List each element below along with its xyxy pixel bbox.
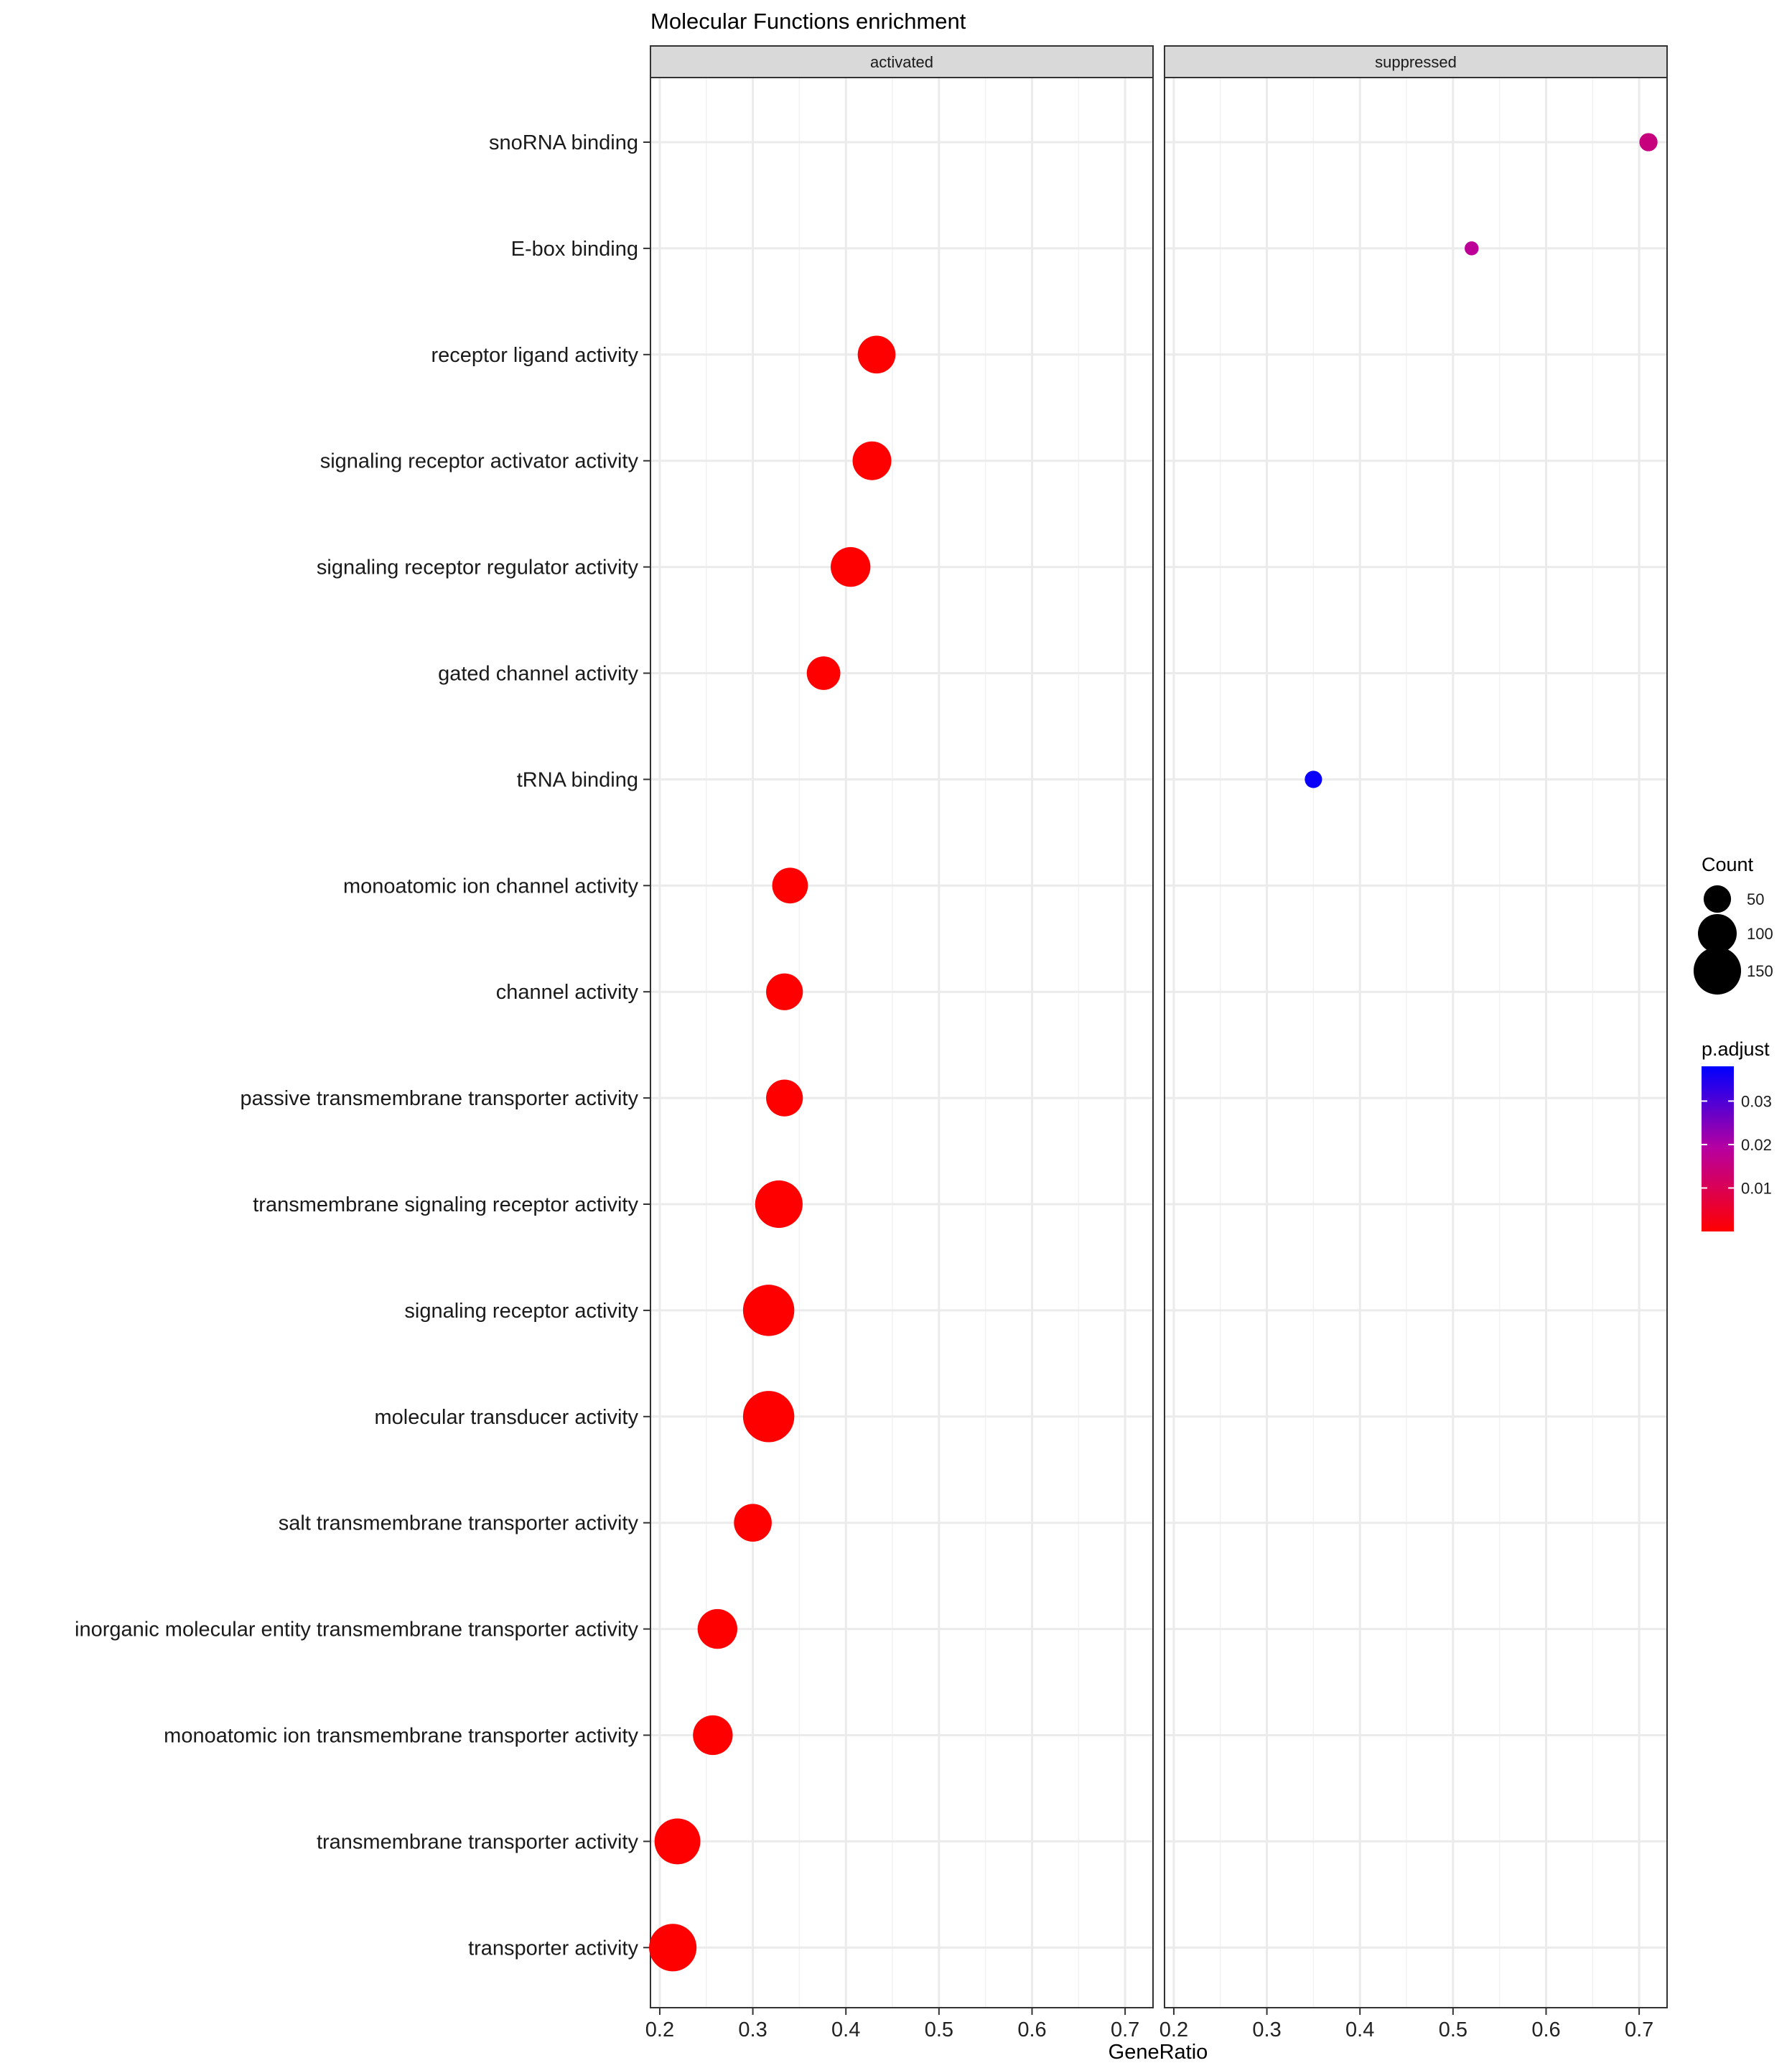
legend-count-label: 100 <box>1747 925 1773 943</box>
x-tick-label: 0.7 <box>1625 2018 1653 2041</box>
x-tick-label: 0.4 <box>831 2018 860 2041</box>
data-point <box>766 1079 803 1117</box>
data-point <box>1639 133 1658 152</box>
legend-padjust: p.adjust 0.01 0.02 0.03 <box>1702 1038 1772 1231</box>
data-point <box>693 1715 733 1756</box>
colorbar-tick-label: 0.01 <box>1741 1179 1772 1197</box>
x-tick-label: 0.2 <box>1159 2018 1188 2041</box>
panel-background <box>650 78 1153 2008</box>
x-tick-label: 0.3 <box>738 2018 767 2041</box>
colorbar-tick-label: 0.02 <box>1741 1136 1772 1154</box>
x-tick-label: 0.6 <box>1017 2018 1046 2041</box>
data-point <box>742 1391 795 1443</box>
data-point <box>831 546 871 587</box>
y-tick-label: inorganic molecular entity transmembrane… <box>75 1618 638 1641</box>
legend-padjust-title: p.adjust <box>1702 1038 1770 1060</box>
x-tick-label: 0.7 <box>1111 2018 1139 2041</box>
data-point <box>772 867 808 904</box>
data-point <box>649 1924 697 1972</box>
y-tick-label: snoRNA binding <box>489 131 638 154</box>
panel-background <box>1165 78 1667 2008</box>
data-point <box>697 1608 738 1649</box>
y-tick-label: molecular transducer activity <box>375 1406 639 1429</box>
facet-panels: 0.2 0.3 0.4 0.5 0.6 0.7 activated 0.2 0.3 0.4 0.5 0… <box>645 45 1668 2041</box>
chart-title: Molecular Functions enrichment <box>650 9 966 34</box>
colorbar-tick-label: 0.03 <box>1741 1092 1772 1110</box>
y-axis-labels: snoRNA binding E-box binding receptor liga… <box>75 131 650 1960</box>
y-tick-label: signaling receptor activator activity <box>320 450 639 473</box>
facet-label-suppressed: suppressed <box>1375 53 1457 71</box>
y-tick-label: tRNA binding <box>517 768 638 791</box>
y-tick-label: signaling receptor activity <box>404 1300 638 1323</box>
data-point <box>742 1285 795 1336</box>
x-tick-label: 0.5 <box>925 2018 953 2041</box>
y-tick-label: passive transmembrane transporter activi… <box>241 1087 639 1110</box>
data-point <box>857 335 896 374</box>
legend-count-key <box>1703 885 1732 913</box>
x-tick-label: 0.3 <box>1252 2018 1281 2041</box>
x-tick-label: 0.6 <box>1531 2018 1560 2041</box>
x-axis-title: GeneRatio <box>1109 2041 1208 2064</box>
facet-strip <box>1164 45 1668 78</box>
data-point <box>755 1180 803 1229</box>
y-tick-label: signaling receptor regulator activity <box>317 556 639 579</box>
padjust-colorbar <box>1702 1066 1734 1231</box>
x-tick-label: 0.4 <box>1345 2018 1374 2041</box>
x-tick-label: 0.2 <box>645 2018 674 2041</box>
data-point <box>654 1818 701 1865</box>
data-points <box>649 133 1658 1972</box>
legend-count: Count 50 100 150 <box>1693 854 1773 995</box>
legend-count-label: 50 <box>1747 890 1764 908</box>
data-point <box>806 656 841 690</box>
facet-label-activated: activated <box>870 53 933 71</box>
y-tick-label: channel activity <box>496 981 639 1004</box>
data-point <box>852 441 892 480</box>
data-point <box>734 1504 772 1542</box>
y-tick-label: receptor ligand activity <box>431 344 638 367</box>
y-tick-label: E-box binding <box>511 238 638 261</box>
y-tick-label: monoatomic ion transmembrane transporter… <box>164 1725 638 1748</box>
x-tick-label: 0.5 <box>1439 2018 1467 2041</box>
data-point <box>1465 241 1479 256</box>
facet-strip <box>650 45 1154 78</box>
legend-count-label: 150 <box>1747 962 1773 980</box>
y-tick-label: transmembrane transporter activity <box>317 1830 639 1853</box>
y-tick-label: transmembrane signaling receptor activit… <box>253 1193 638 1216</box>
legend-count-key <box>1693 946 1742 995</box>
data-point <box>1305 770 1322 788</box>
y-tick-label: transporter activity <box>468 1937 638 1960</box>
data-point <box>766 973 803 1010</box>
y-tick-label: monoatomic ion channel activity <box>343 875 639 898</box>
legend-count-key <box>1698 914 1737 953</box>
legend-count-title: Count <box>1702 854 1754 875</box>
y-tick-label: salt transmembrane transporter activity <box>279 1512 639 1535</box>
y-tick-label: gated channel activity <box>438 663 638 686</box>
